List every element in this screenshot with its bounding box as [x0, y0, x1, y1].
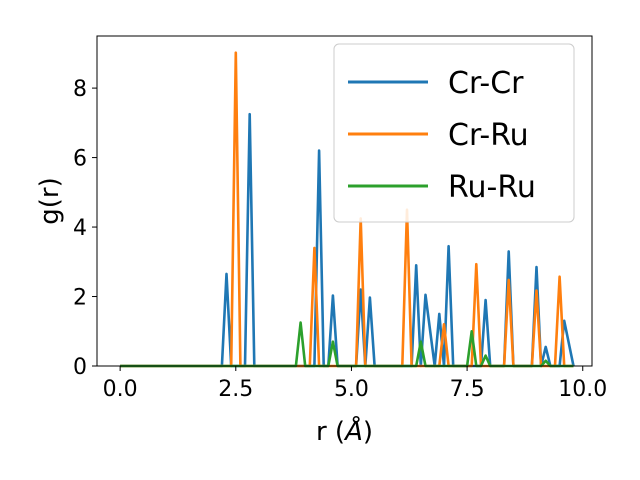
y-axis-label: g(r): [35, 177, 65, 224]
x-tick-label: 2.5: [218, 377, 253, 402]
y-tick-label: 6: [73, 147, 87, 172]
y-tick-label: 2: [73, 286, 87, 311]
legend-label-cr-cr: Cr-Cr: [448, 66, 524, 101]
x-tick-label: 0.0: [103, 377, 138, 402]
x-axis-label: r (Å): [316, 415, 373, 447]
y-tick-label: 0: [73, 355, 87, 380]
x-axis-label-text: r (: [316, 417, 345, 447]
x-tick-label: 7.5: [450, 377, 485, 402]
x-axis-label-close: ): [363, 417, 373, 447]
legend: Cr-Cr Cr-Ru Ru-Ru: [334, 44, 574, 222]
legend-label-ru-ru: Ru-Ru: [448, 170, 536, 205]
legend-label-cr-ru: Cr-Ru: [448, 118, 529, 153]
x-tick-label: 5.0: [334, 377, 369, 402]
x-tick-label: 10.0: [558, 377, 607, 402]
x-axis-label-unit: Å: [343, 415, 363, 447]
y-tick-label: 4: [73, 216, 87, 241]
y-tick-label: 8: [73, 77, 87, 102]
